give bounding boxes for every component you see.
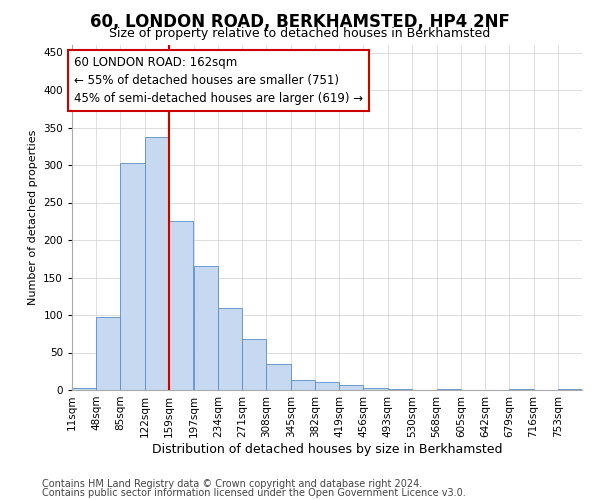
Bar [364, 388, 388, 390]
Bar [218, 308, 242, 390]
Bar [242, 339, 266, 390]
Bar [290, 380, 315, 390]
Bar [96, 318, 121, 390]
Text: Size of property relative to detached houses in Berkhamsted: Size of property relative to detached ho… [109, 28, 491, 40]
Text: 60 LONDON ROAD: 162sqm
← 55% of detached houses are smaller (751)
45% of semi-de: 60 LONDON ROAD: 162sqm ← 55% of detached… [74, 56, 363, 106]
X-axis label: Distribution of detached houses by size in Berkhamsted: Distribution of detached houses by size … [152, 442, 502, 456]
Bar [388, 389, 412, 390]
Bar [437, 388, 461, 390]
Bar [558, 389, 582, 390]
Bar [169, 221, 193, 390]
Y-axis label: Number of detached properties: Number of detached properties [28, 130, 38, 305]
Bar [145, 136, 169, 390]
Bar [72, 388, 96, 390]
Bar [339, 385, 364, 390]
Bar [194, 266, 218, 390]
Text: 60, LONDON ROAD, BERKHAMSTED, HP4 2NF: 60, LONDON ROAD, BERKHAMSTED, HP4 2NF [90, 12, 510, 30]
Text: Contains HM Land Registry data © Crown copyright and database right 2024.: Contains HM Land Registry data © Crown c… [42, 479, 422, 489]
Bar [121, 163, 145, 390]
Bar [315, 382, 339, 390]
Bar [266, 364, 290, 390]
Text: Contains public sector information licensed under the Open Government Licence v3: Contains public sector information licen… [42, 488, 466, 498]
Bar [509, 388, 533, 390]
